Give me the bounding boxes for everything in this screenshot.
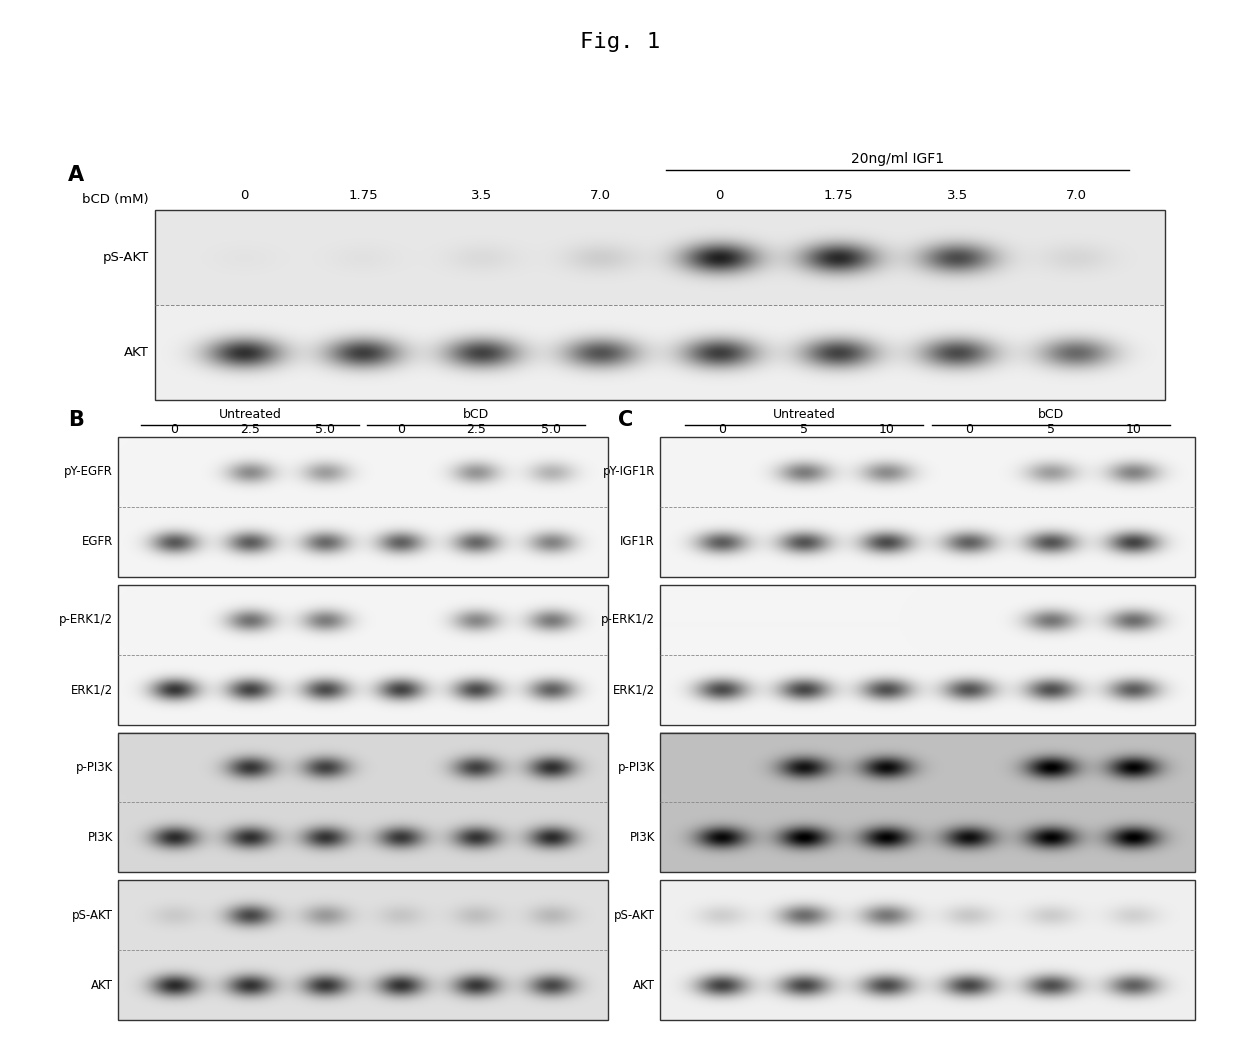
Text: bCD: bCD bbox=[463, 408, 490, 421]
Text: EGFR: EGFR bbox=[82, 535, 113, 549]
Text: 1.75: 1.75 bbox=[823, 189, 853, 202]
Text: PI3K: PI3K bbox=[630, 831, 655, 844]
Text: Untreated: Untreated bbox=[773, 408, 836, 421]
Text: 0: 0 bbox=[718, 423, 725, 436]
Text: pS-AKT: pS-AKT bbox=[614, 908, 655, 922]
Text: 2.5: 2.5 bbox=[241, 423, 260, 436]
Text: 20ng/ml IGF1: 20ng/ml IGF1 bbox=[851, 152, 944, 166]
Text: 10: 10 bbox=[878, 423, 894, 436]
Text: 0: 0 bbox=[715, 189, 724, 202]
Text: Untreated: Untreated bbox=[218, 408, 281, 421]
Text: p-ERK1/2: p-ERK1/2 bbox=[601, 613, 655, 627]
Text: PI3K: PI3K bbox=[88, 831, 113, 844]
Text: 5.0: 5.0 bbox=[315, 423, 335, 436]
Text: A: A bbox=[68, 165, 84, 185]
Text: 2.5: 2.5 bbox=[466, 423, 486, 436]
Text: 5: 5 bbox=[1047, 423, 1055, 436]
Bar bbox=[155, 210, 1166, 400]
Text: pY-EGFR: pY-EGFR bbox=[64, 465, 113, 478]
Text: ERK1/2: ERK1/2 bbox=[613, 683, 655, 696]
Text: 0: 0 bbox=[239, 189, 248, 202]
Text: p-PI3K: p-PI3K bbox=[76, 761, 113, 774]
Text: 0: 0 bbox=[397, 423, 404, 436]
Text: pY-IGF1R: pY-IGF1R bbox=[603, 465, 655, 478]
Text: 0: 0 bbox=[965, 423, 972, 436]
Bar bbox=[660, 584, 1195, 725]
Bar bbox=[118, 732, 608, 872]
Text: p-PI3K: p-PI3K bbox=[618, 761, 655, 774]
Bar bbox=[660, 880, 1195, 1020]
Text: bCD: bCD bbox=[1038, 408, 1064, 421]
Text: C: C bbox=[618, 410, 634, 430]
Text: ERK1/2: ERK1/2 bbox=[71, 683, 113, 696]
Text: AKT: AKT bbox=[632, 979, 655, 992]
Bar bbox=[118, 880, 608, 1020]
Bar bbox=[118, 437, 608, 577]
Bar bbox=[118, 584, 608, 725]
Text: 0: 0 bbox=[171, 423, 179, 436]
Text: pS-AKT: pS-AKT bbox=[103, 251, 149, 264]
Text: IGF1R: IGF1R bbox=[620, 535, 655, 549]
Text: AKT: AKT bbox=[91, 979, 113, 992]
Text: 3.5: 3.5 bbox=[946, 189, 967, 202]
Text: bCD (mM): bCD (mM) bbox=[82, 193, 149, 207]
Bar bbox=[660, 732, 1195, 872]
Text: 5: 5 bbox=[800, 423, 808, 436]
Text: 10: 10 bbox=[1126, 423, 1141, 436]
Text: 5.0: 5.0 bbox=[542, 423, 562, 436]
Text: p-ERK1/2: p-ERK1/2 bbox=[60, 613, 113, 627]
Text: 3.5: 3.5 bbox=[471, 189, 492, 202]
Text: 7.0: 7.0 bbox=[1065, 189, 1086, 202]
Text: B: B bbox=[68, 410, 84, 430]
Text: AKT: AKT bbox=[124, 346, 149, 359]
Text: 7.0: 7.0 bbox=[590, 189, 611, 202]
Text: pS-AKT: pS-AKT bbox=[72, 908, 113, 922]
Text: 1.75: 1.75 bbox=[348, 189, 378, 202]
Bar bbox=[660, 437, 1195, 577]
Text: Fig. 1: Fig. 1 bbox=[580, 32, 660, 52]
